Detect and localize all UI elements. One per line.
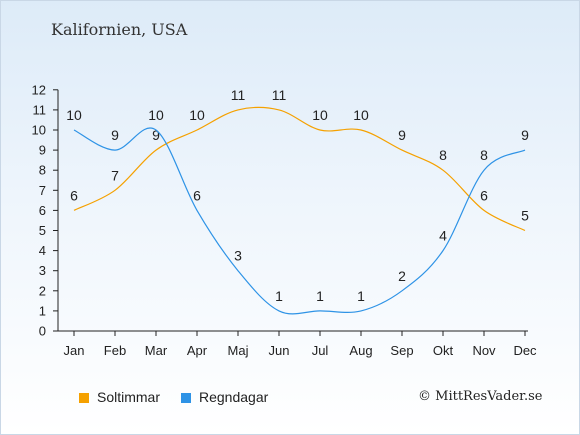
data-point-soltimmar	[319, 129, 322, 132]
data-label-soltimmar: 10	[312, 107, 328, 123]
y-tick-label: 7	[39, 183, 46, 198]
legend-swatch-regndagar	[181, 393, 191, 403]
y-tick-label: 12	[32, 82, 46, 97]
data-point-soltimmar	[360, 129, 363, 132]
y-tick-label: 3	[39, 263, 46, 278]
y-tick-label: 5	[39, 223, 46, 238]
data-label-regndagar: 9	[111, 127, 119, 143]
copyright-text: © MittResVader.se	[418, 389, 543, 404]
data-point-regndagar	[114, 149, 117, 152]
x-tick-label: Apr	[187, 343, 208, 358]
y-tick-label: 9	[39, 143, 46, 158]
data-label-regndagar: 3	[234, 248, 242, 264]
legend-label-regndagar: Regndagar	[199, 389, 269, 405]
x-tick-label: Jan	[64, 343, 85, 358]
data-label-regndagar: 8	[480, 147, 488, 163]
y-tick-label: 10	[32, 123, 46, 138]
data-label-soltimmar: 5	[521, 208, 529, 224]
x-tick-label: Feb	[104, 343, 126, 358]
data-point-regndagar	[237, 269, 240, 272]
y-tick-label: 6	[39, 203, 46, 218]
data-label-soltimmar: 8	[439, 147, 447, 163]
y-tick-label: 2	[39, 283, 46, 298]
data-point-regndagar	[442, 249, 445, 252]
x-tick-label: Mar	[145, 343, 168, 358]
data-label-regndagar: 2	[398, 268, 406, 284]
y-tick-label: 1	[39, 303, 46, 318]
data-point-regndagar	[483, 169, 486, 172]
data-label-regndagar: 1	[275, 288, 283, 304]
data-label-soltimmar: 9	[398, 127, 406, 143]
series-line-soltimmar	[73, 106, 526, 232]
legend-label-soltimmar: Soltimmar	[97, 389, 161, 405]
data-point-soltimmar	[196, 129, 199, 132]
data-label-regndagar: 9	[521, 127, 529, 143]
y-tick-label: 0	[39, 324, 46, 339]
x-tick-label: Aug	[349, 343, 372, 358]
data-point-regndagar	[524, 149, 527, 152]
data-label-regndagar: 10	[66, 107, 82, 123]
x-tick-label: Jul	[312, 343, 329, 358]
data-point-soltimmar	[442, 169, 445, 172]
x-tick-label: Nov	[472, 343, 496, 358]
legend-item-regndagar: Regndagar	[181, 389, 268, 405]
legend-item-soltimmar: Soltimmar	[79, 389, 160, 405]
data-point-regndagar	[278, 309, 281, 312]
data-point-soltimmar	[278, 108, 281, 111]
series-line-regndagar	[73, 127, 526, 315]
data-point-soltimmar	[114, 189, 117, 192]
data-label-regndagar: 6	[193, 187, 201, 203]
data-point-soltimmar	[401, 149, 404, 152]
y-tick-label: 11	[33, 102, 47, 117]
data-point-regndagar	[401, 289, 404, 292]
data-label-soltimmar: 6	[480, 187, 488, 203]
data-label-regndagar: 1	[357, 288, 365, 304]
x-tick-label: Jun	[269, 343, 290, 358]
x-tick-label: Maj	[228, 343, 249, 358]
data-label-soltimmar: 10	[353, 107, 369, 123]
x-tick-label: Okt	[433, 343, 454, 358]
data-label-regndagar: 1	[316, 288, 324, 304]
y-tick-label: 8	[39, 163, 46, 178]
data-point-soltimmar	[155, 149, 158, 152]
data-point-regndagar	[360, 309, 363, 312]
data-label-regndagar: 10	[148, 107, 164, 123]
data-label-soltimmar: 9	[152, 127, 160, 143]
data-point-soltimmar	[524, 229, 527, 232]
x-tick-label: Sep	[390, 343, 413, 358]
y-tick-label: 4	[39, 243, 46, 258]
data-point-soltimmar	[483, 209, 486, 212]
chart-title: Kalifornien, USA	[51, 20, 188, 39]
data-point-soltimmar	[73, 209, 76, 212]
data-label-soltimmar: 6	[70, 187, 78, 203]
data-label-soltimmar: 10	[189, 107, 205, 123]
data-point-regndagar	[196, 209, 199, 212]
data-point-regndagar	[319, 309, 322, 312]
data-label-soltimmar: 11	[231, 87, 246, 103]
data-label-soltimmar: 11	[272, 87, 287, 103]
data-point-regndagar	[73, 129, 76, 132]
data-label-soltimmar: 7	[111, 167, 119, 183]
data-label-regndagar: 4	[439, 228, 447, 244]
legend-swatch-soltimmar	[79, 393, 89, 403]
data-point-soltimmar	[237, 108, 240, 111]
x-tick-label: Dec	[513, 343, 537, 358]
data-point-regndagar	[155, 129, 158, 132]
